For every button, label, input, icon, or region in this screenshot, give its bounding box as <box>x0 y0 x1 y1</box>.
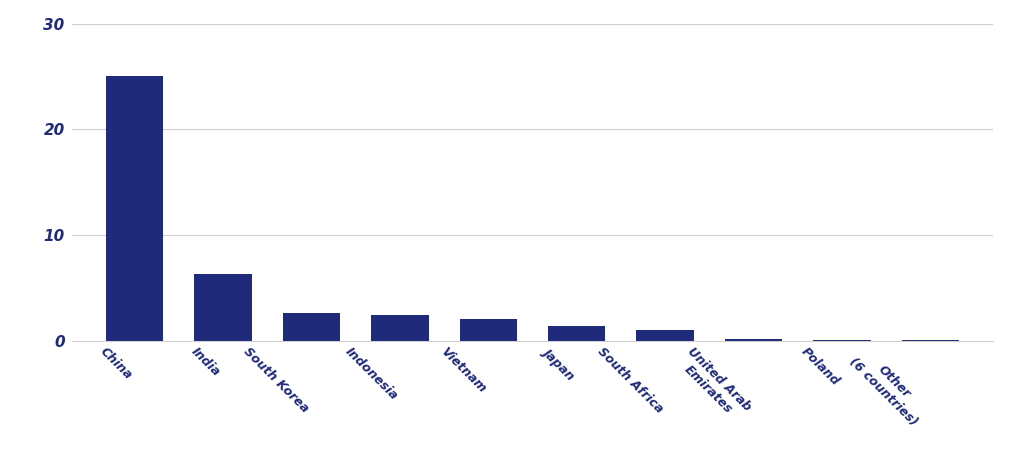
Bar <box>105 77 163 341</box>
Bar <box>636 330 694 341</box>
Bar <box>548 326 605 341</box>
Bar <box>902 340 959 341</box>
Bar <box>725 339 782 341</box>
Bar <box>195 274 252 341</box>
Bar <box>371 315 429 341</box>
Bar <box>283 313 340 341</box>
Bar <box>813 340 870 341</box>
Bar <box>460 319 517 341</box>
